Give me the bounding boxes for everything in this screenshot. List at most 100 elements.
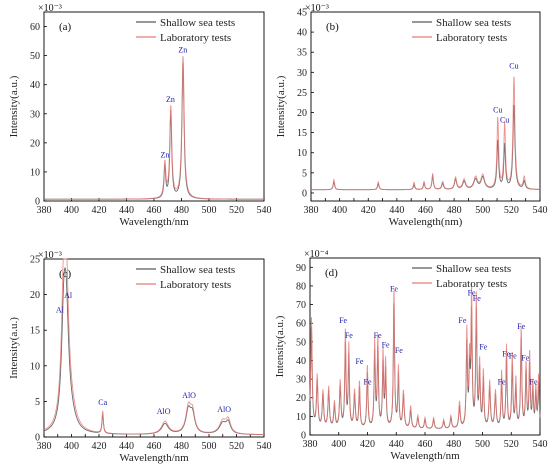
panel-c-peak-label: AlO (217, 405, 231, 414)
panel-a-peak-label: Zn (161, 150, 170, 159)
panel-c-peak-label: Ca (98, 398, 107, 407)
panel-d-peak-label: Fe (339, 316, 347, 325)
panel-a-ytick-label: 30 (30, 109, 40, 120)
panel-b-peak-label: Cu (500, 116, 509, 125)
panel-b-peak-label: Cu (493, 106, 502, 115)
panel-d-xtick-label: 440 (389, 439, 404, 450)
panel-c-xtick-label: 440 (119, 441, 134, 452)
panel-d-xtick-label: 500 (475, 439, 490, 450)
panel-c-xtick-label: 480 (174, 441, 189, 452)
panel-b-ytick-label: 30 (297, 68, 307, 79)
panel-d-peak-label: Fe (364, 378, 372, 387)
panel-d-peak-label: Fe (473, 294, 481, 303)
panel-d-ylabel: Intensity(a.u.) (274, 315, 286, 377)
panel-d-ytick-label: 40 (296, 356, 306, 367)
panel-b-panel-label: (b) (326, 21, 339, 33)
panel-b-xtick-label: 440 (389, 205, 404, 216)
panel-c-xlabel: Wavelength/nm (119, 452, 189, 464)
panel-d-peak-label: Fe (458, 316, 466, 325)
panel-d-xtick-label: 540 (533, 439, 548, 450)
panel-d-ytick-label: 50 (296, 337, 306, 348)
panel-d-peak-label: Fe (530, 378, 538, 387)
panel-d-xtick-label: 400 (331, 439, 346, 450)
panel-b-xtick-label: 520 (504, 205, 519, 216)
panel-b-xtick-label: 540 (533, 205, 548, 216)
panel-a-peak-label: Zn (178, 46, 187, 55)
panel-d-ytick-label: 90 (296, 263, 306, 274)
panel-d-peak-label: Fe (390, 285, 398, 294)
panel-a-scale-label: ×10⁻³ (38, 3, 62, 14)
panel-c-ytick-label: 5 (35, 397, 40, 408)
panel-a-xtick-label: 440 (119, 205, 134, 216)
panel-d-ytick-label: 80 (296, 281, 306, 292)
panel-c-peak-label: AlO (157, 407, 171, 416)
panel-b-ytick-label: 40 (297, 28, 307, 39)
panel-c-xtick-label: 500 (202, 441, 217, 452)
panel-d-panel-label: (d) (325, 267, 338, 279)
panel-d-ytick-label: 10 (296, 412, 306, 423)
panel-a-ytick-label: 50 (30, 51, 40, 62)
panel-d-ytick-label: 0 (301, 431, 306, 442)
panel-d-ytick-label: 30 (296, 375, 306, 386)
panel-c-legend-entry: Shallow sea tests (160, 264, 235, 276)
panel-d-xtick-label: 420 (360, 439, 375, 450)
panel-a-xtick-label: 480 (174, 205, 189, 216)
panel-a-ytick-label: 60 (30, 22, 40, 33)
panel-d-peak-label: Fe (395, 346, 403, 355)
panel-c-series-line-laboratory (43, 258, 265, 435)
panel-c-peak-label: AlO (182, 391, 196, 400)
panel-a-xtick-label: 460 (147, 205, 162, 216)
panel-b-xtick-label: 420 (361, 205, 376, 216)
panel-a-ytick-label: 20 (30, 138, 40, 149)
panel-c-peak-label: Al (56, 305, 65, 314)
panel-c-ytick-label: 25 (30, 255, 40, 266)
panel-d-peak-label: Fe (509, 352, 517, 361)
panel-d-xtick-label: 460 (418, 439, 433, 450)
panel-b-legend-entry: Shallow sea tests (436, 17, 511, 29)
panel-d-ytick-label: 60 (296, 319, 306, 330)
panel-b-ytick-label: 0 (302, 188, 307, 199)
panel-d-peak-label: Fe (498, 378, 506, 387)
panel-b-xtick-label: 380 (304, 205, 319, 216)
panel-c-ylabel: Intensity(a.u.) (8, 317, 20, 379)
panel-d-peak-label: Fe (374, 331, 382, 340)
panel-a-xtick-label: 380 (37, 205, 52, 216)
panel-d-peak-label: Fe (345, 331, 353, 340)
panel-a-xtick-label: 400 (64, 205, 79, 216)
panel-c-ytick-label: 0 (35, 433, 40, 444)
panel-c-xtick-label: 460 (147, 441, 162, 452)
panel-a-ytick-label: 40 (30, 80, 40, 91)
panel-b-xtick-label: 460 (418, 205, 433, 216)
panel-b-ytick-label: 5 (302, 168, 307, 179)
panel-b-scale-label: ×10⁻³ (305, 3, 329, 14)
panel-b-ytick-label: 20 (297, 108, 307, 119)
panel-c-scale-label: ×10⁻³ (38, 250, 62, 261)
panel-b-peak-label: Cu (509, 61, 518, 70)
panel-d-series-line-laboratory (309, 282, 541, 429)
panel-a-xtick-label: 520 (229, 205, 244, 216)
panel-d-peak-label: Fe (502, 350, 510, 359)
panel-d-xlabel: Wavelength/nm (390, 450, 460, 462)
panel-a-ytick-label: 10 (30, 167, 40, 178)
panel-b-xtick-label: 500 (475, 205, 490, 216)
panel-c-legend-entry: Laboratory tests (160, 279, 231, 291)
panel-a-legend-entry: Shallow sea tests (160, 17, 235, 29)
panel-b-series-line-laboratory (311, 76, 540, 191)
panel-d-legend-entry: Shallow sea tests (436, 263, 511, 275)
panel-d-peak-label: Fe (521, 353, 529, 362)
panel-c-xtick-label: 420 (92, 441, 107, 452)
panel-d-ytick-label: 70 (296, 300, 306, 311)
panel-b-ytick-label: 25 (297, 88, 307, 99)
panel-a-xtick-label: 420 (92, 205, 107, 216)
panel-d-peak-label: Fe (468, 288, 476, 297)
panel-b-ylabel: Intensity(a.u.) (275, 75, 287, 137)
panel-b-ytick-label: 15 (297, 128, 307, 139)
panel-d-peak-label: Fe (517, 322, 525, 331)
panel-c-xtick-label: 380 (37, 441, 52, 452)
panel-b-ytick-label: 10 (297, 148, 307, 159)
panel-d-peak-label: Fe (382, 340, 390, 349)
panel-b-ytick-label: 45 (297, 8, 307, 19)
panel-d-xtick-label: 380 (303, 439, 318, 450)
panel-c-peak-label: Al (64, 291, 73, 300)
